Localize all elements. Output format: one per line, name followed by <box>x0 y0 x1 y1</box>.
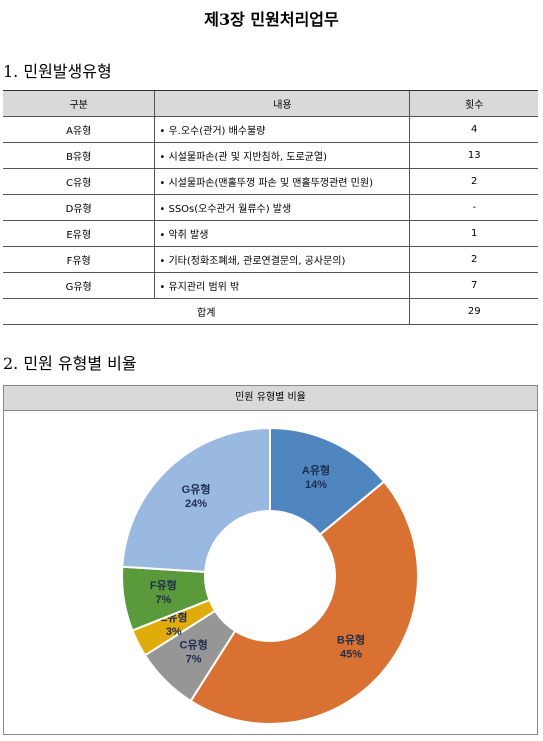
chart-title: 민원 유형별 비율 <box>4 386 537 411</box>
table-cell: • 우.오수(관거) 배수불량 <box>154 116 410 143</box>
header-cell: 구분 <box>3 90 155 117</box>
total-value: 29 <box>409 298 538 325</box>
table-cell: D유형 <box>3 194 155 221</box>
header-cell: 내용 <box>154 90 410 117</box>
total-label: 합계 <box>3 298 410 325</box>
table-cell: 13 <box>409 142 538 169</box>
slice-label: A유형 <box>302 463 330 477</box>
slice-label: G유형 <box>182 482 211 496</box>
table-cell: • 악취 발생 <box>154 220 410 247</box>
slice-value-label: 7% <box>186 653 202 665</box>
section-heading: 1. 민원발생유형 <box>3 62 112 81</box>
slice-value-label: 7% <box>155 594 171 606</box>
table-cell: 7 <box>409 272 538 299</box>
table-row: A유형 • 우.오수(관거) 배수불량 4 <box>3 116 538 143</box>
table-cell: G유형 <box>3 272 155 299</box>
slice-value-label: 14% <box>305 479 327 491</box>
header-cell: 횟수 <box>409 90 538 117</box>
table-cell: B유형 <box>3 142 155 169</box>
total-row: 합계 29 <box>3 298 538 325</box>
table-cell: 2 <box>409 168 538 195</box>
table-cell: • SSOs(오수관거 월류수) 발생 <box>154 194 410 221</box>
table-cell: 1 <box>409 220 538 247</box>
table-cell: • 시설물파손(맨홀뚜껑 파손 및 맨홀뚜껑관련 민원) <box>154 168 410 195</box>
table-cell: A유형 <box>3 116 155 143</box>
table-cell: F유형 <box>3 246 155 273</box>
table-cell: C유형 <box>3 168 155 195</box>
donut-slice <box>189 480 419 725</box>
slice-value-label: 3% <box>166 626 182 638</box>
table-cell: - <box>409 194 538 221</box>
table-row: E유형 • 악취 발생 1 <box>3 220 538 247</box>
complaint-table: 구분 내용 횟수 A유형 • 우.오수(관거) 배수불량 4 B유형 • 시설물파손(관 및… <box>3 90 538 325</box>
header-row: 구분 내용 횟수 <box>3 90 538 117</box>
chart-box: 민원 유형별 비율 A유형 14% B유형 45% C유형 7% E유형 3% F유형 7% G유형… <box>3 385 538 735</box>
table-cell: E유형 <box>3 220 155 247</box>
table-row: B유형 • 시설물파손(관 및 지반침하, 도로균열) 13 <box>3 142 538 169</box>
table-cell: 4 <box>409 116 538 143</box>
slice-value-label: 45% <box>340 648 362 660</box>
slice-label: C유형 <box>180 637 208 651</box>
slice-label: F유형 <box>150 578 177 592</box>
doc-title: 제3장 민원처리업무 <box>204 10 339 29</box>
table-row: C유형 • 시설물파손(맨홀뚜껑 파손 및 맨홀뚜껑관련 민원) 2 <box>3 168 538 195</box>
table-cell: 2 <box>409 246 538 273</box>
slice-value-label: 24% <box>185 498 207 510</box>
table-cell: • 기타(정화조폐쇄, 관로연결문의, 공사문의) <box>154 246 410 273</box>
table-row: F유형 • 기타(정화조폐쇄, 관로연결문의, 공사문의) 2 <box>3 246 538 273</box>
table-cell: • 시설물파손(관 및 지반침하, 도로균열) <box>154 142 410 169</box>
table-row: D유형 • SSOs(오수관거 월류수) 발생 - <box>3 194 538 221</box>
section-heading: 2. 민원 유형별 비율 <box>3 354 137 373</box>
donut-slice <box>121 426 271 573</box>
slice-label: B유형 <box>337 632 365 646</box>
table-cell: • 유지관리 범위 밖 <box>154 272 410 299</box>
